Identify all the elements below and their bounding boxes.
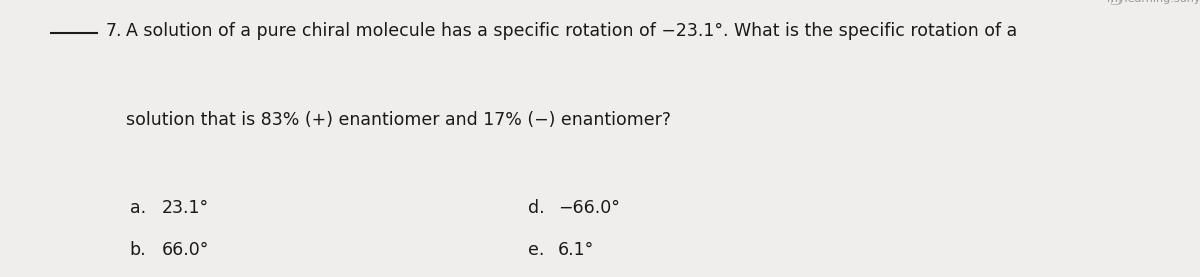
Text: 66.0°: 66.0° bbox=[162, 241, 209, 259]
Text: 6.1°: 6.1° bbox=[558, 241, 594, 259]
Text: solution that is 83% (+) enantiomer and 17% (−) enantiomer?: solution that is 83% (+) enantiomer and … bbox=[126, 111, 671, 129]
Text: 23.1°: 23.1° bbox=[162, 199, 209, 217]
Text: A solution of a pure chiral molecule has a specific rotation of −23.1°. What is : A solution of a pure chiral molecule has… bbox=[126, 22, 1018, 40]
Text: a.: a. bbox=[130, 199, 145, 217]
Text: d.: d. bbox=[528, 199, 545, 217]
Text: mylearning.suny: mylearning.suny bbox=[1106, 0, 1200, 4]
Text: e.: e. bbox=[528, 241, 545, 259]
Text: b.: b. bbox=[130, 241, 146, 259]
Text: □: □ bbox=[1110, 0, 1121, 4]
Text: 7.: 7. bbox=[106, 22, 122, 40]
Text: −66.0°: −66.0° bbox=[558, 199, 620, 217]
